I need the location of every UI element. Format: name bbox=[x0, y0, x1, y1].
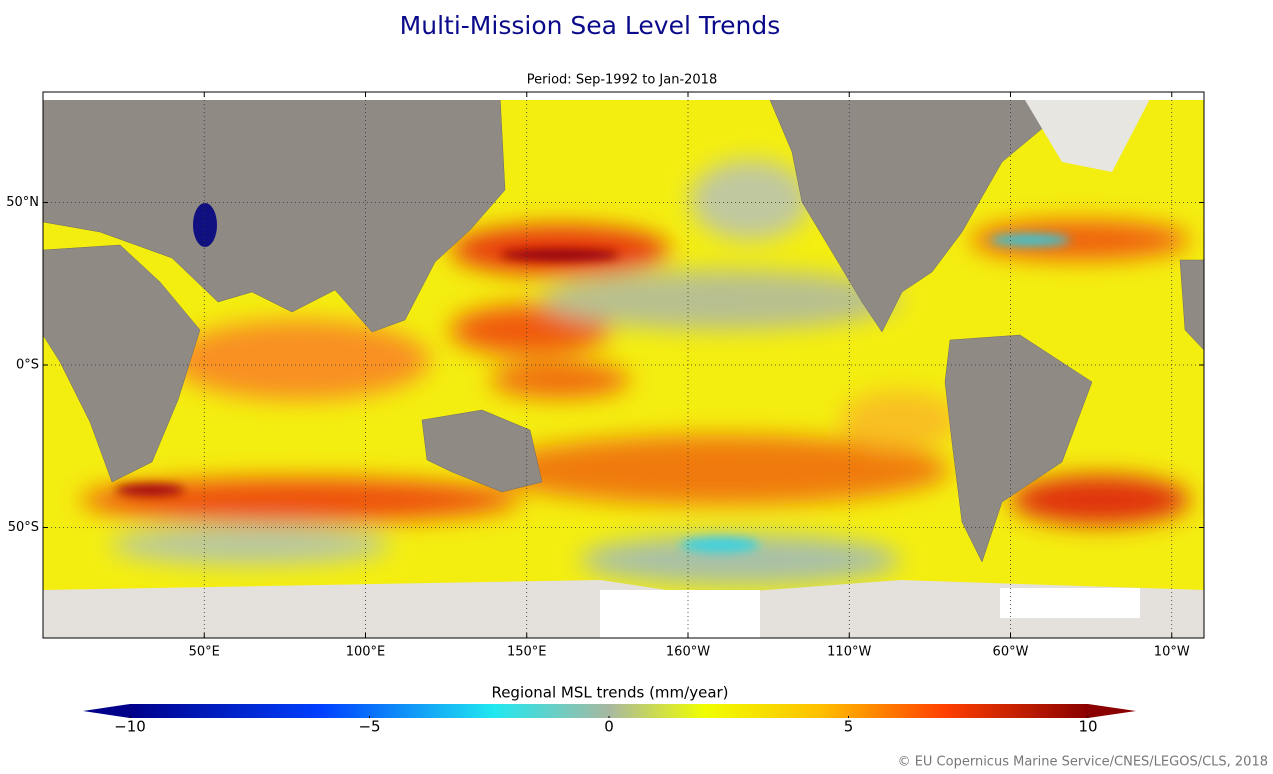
title: Multi-Mission Sea Level Trends bbox=[400, 11, 781, 40]
colorbar-tick-label: −5 bbox=[358, 718, 380, 736]
x-tick-label: 150°E bbox=[507, 645, 547, 660]
colorbar-tick-label: 0 bbox=[604, 718, 614, 736]
x-tick-label: 100°E bbox=[346, 645, 386, 660]
colorbar-gradient bbox=[130, 704, 1088, 718]
x-tick-label: 160°W bbox=[666, 645, 710, 660]
credit: © EU Copernicus Marine Service/CNES/LEGO… bbox=[898, 755, 1268, 770]
sea-level-map bbox=[43, 92, 1204, 638]
x-tick-label: 50°E bbox=[189, 645, 220, 660]
x-tick-label: 10°W bbox=[1154, 645, 1190, 660]
subtitle: Period: Sep-1992 to Jan-2018 bbox=[527, 73, 717, 88]
x-tick-label: 110°W bbox=[827, 645, 871, 660]
colorbar-tick-label: −10 bbox=[114, 718, 146, 736]
colorbar-label: Regional MSL trends (mm/year) bbox=[491, 684, 728, 702]
colorbar-extend-low bbox=[83, 704, 130, 718]
colorbar-extend-high bbox=[1088, 704, 1136, 718]
y-tick-label: 50°S bbox=[8, 520, 39, 535]
colorbar-tick-label: 10 bbox=[1078, 718, 1097, 736]
colorbar-tick-label: 5 bbox=[844, 718, 854, 736]
y-tick-label: 0°S bbox=[16, 358, 39, 373]
y-tick-label: 50°N bbox=[6, 195, 39, 210]
x-tick-label: 60°W bbox=[993, 645, 1029, 660]
colorbar bbox=[83, 704, 1136, 718]
